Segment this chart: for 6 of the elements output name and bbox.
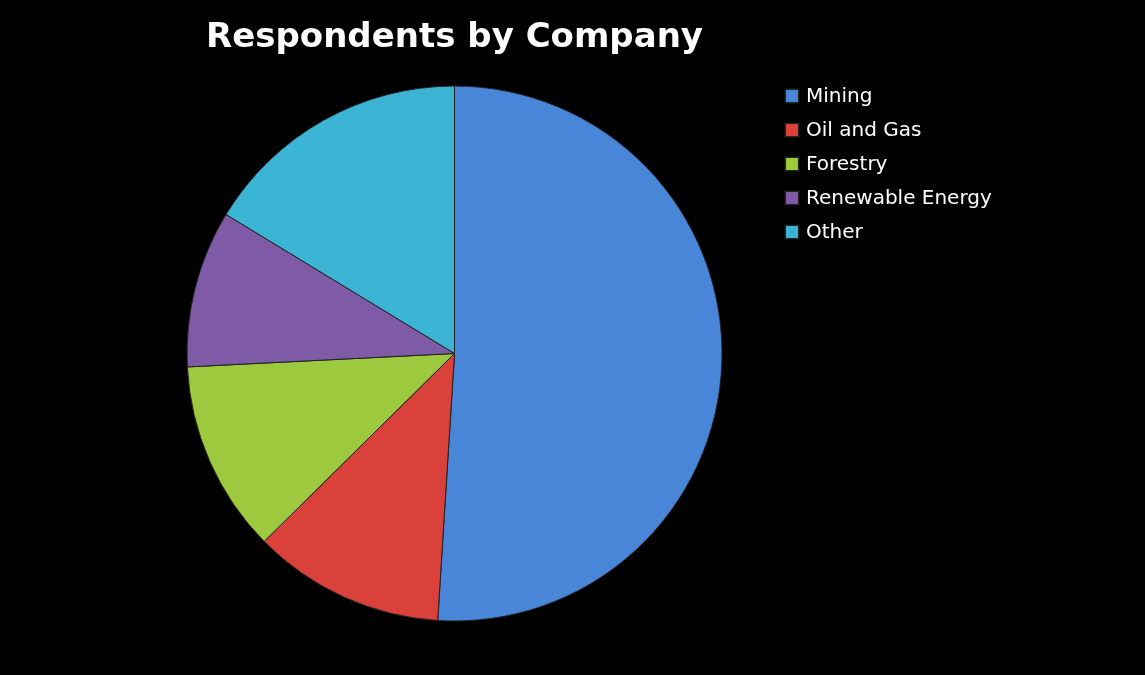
legend-label: Oil and Gas [806, 117, 922, 141]
legend-label: Mining [806, 83, 873, 107]
legend-label: Forestry [806, 151, 888, 175]
chart-title: Respondents by Company [205, 15, 704, 55]
legend-label: Other [806, 219, 864, 243]
legend-label: Renewable Energy [806, 185, 992, 209]
